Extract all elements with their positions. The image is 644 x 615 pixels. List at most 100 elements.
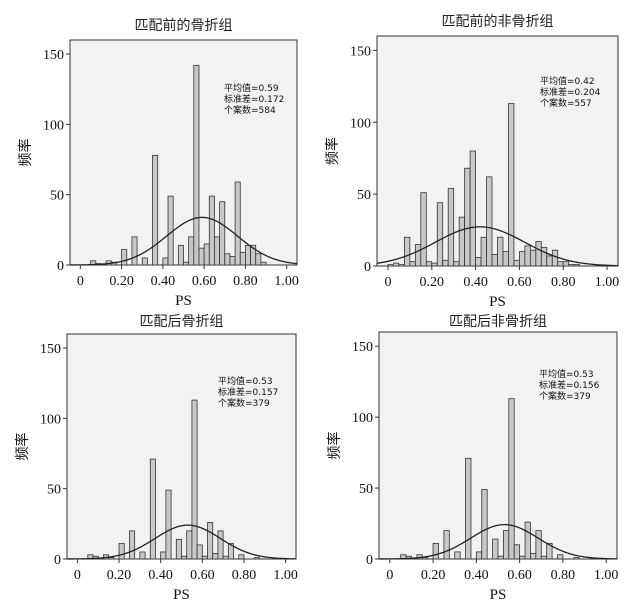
histogram-bar [503, 530, 510, 560]
histogram-bar [183, 261, 190, 266]
stat-line: 标准差=0.204 [540, 86, 601, 98]
histogram-bar [475, 551, 483, 560]
histogram-bar [443, 530, 450, 560]
x-tick-label: 0.80 [233, 274, 258, 289]
histogram-bar [436, 202, 444, 267]
x-tick-label: 0.40 [463, 275, 488, 290]
panel-before-fracture: 0 0.20 0.40 0.60 0.80 1.00 0 50 100 150 匹配前的骨折组 PS 频… [17, 17, 299, 309]
histogram-bar [398, 264, 405, 267]
y-tick-label: 50 [357, 188, 371, 203]
x-tick-label: 0 [384, 275, 391, 290]
histogram-bar [152, 154, 159, 266]
y-tick-label: 150 [350, 44, 371, 59]
histogram-bar [551, 249, 559, 267]
histogram-bar [214, 236, 221, 266]
histogram-bar [181, 555, 188, 560]
y-tick-label: 0 [54, 553, 61, 568]
y-tick-label: 50 [359, 482, 373, 497]
x-tick-label: 0.80 [551, 275, 576, 290]
plot-area [66, 333, 297, 560]
normal-curve [378, 523, 618, 560]
histogram-bar [167, 195, 174, 266]
x-axis-label: PS [175, 293, 192, 309]
x-axis-label: PS [489, 294, 506, 310]
x-tick-label: 1.00 [274, 274, 299, 289]
x-tick-label: 0.20 [109, 274, 134, 289]
histogram-bar [573, 557, 580, 560]
histogram-bar [508, 103, 515, 267]
histogram-bar [217, 530, 224, 560]
histogram-bar [557, 261, 564, 267]
histogram-bar [403, 236, 411, 267]
histogram-bar [129, 530, 136, 560]
histogram-bar [198, 247, 205, 266]
histogram-bar [458, 216, 466, 267]
stat-line: 平均值=0.53 [218, 375, 273, 387]
stat-line: 个案数=379 [218, 397, 270, 409]
normal-curve [376, 226, 619, 267]
histogram-bar [475, 256, 482, 267]
histogram-bar [160, 551, 167, 560]
histogram-bar [513, 544, 521, 560]
histogram-bar [486, 176, 493, 267]
y-tick-label: 100 [40, 412, 61, 427]
histogram-bar [191, 399, 198, 560]
histogram-bar [513, 259, 520, 267]
plot-area [378, 331, 618, 560]
histogram-bar [208, 195, 215, 266]
stat-line: 标准差=0.156 [539, 379, 600, 391]
histogram-bar [165, 489, 172, 560]
histogram-bar [196, 544, 203, 560]
x-tick-label: 0.80 [232, 568, 257, 583]
y-tick-label: 150 [40, 342, 61, 357]
histogram-bar [568, 264, 575, 267]
stat-line: 标准差=0.157 [218, 386, 278, 398]
histogram-bar [409, 261, 416, 267]
histogram-bar [234, 181, 241, 266]
histogram-bar [186, 530, 193, 560]
x-tick-label: 0.20 [421, 568, 446, 583]
histogram-bar [502, 251, 509, 267]
histogram-bar [557, 554, 564, 560]
histogram-bar [222, 555, 229, 560]
histogram-bar [238, 554, 245, 560]
x-axis-label: PS [173, 587, 190, 603]
y-tick-label: 0 [57, 259, 64, 274]
histogram-bar [480, 236, 487, 267]
histogram-bar [535, 241, 542, 267]
y-axis-label: 频率 [17, 139, 34, 167]
histogram-bar [442, 259, 449, 267]
histogram-bar [118, 543, 125, 560]
y-axis-label: 频率 [324, 137, 341, 165]
histogram-bar [464, 167, 471, 267]
x-tick-label: 0.60 [192, 274, 217, 289]
y-tick-label: 0 [364, 260, 371, 275]
histogram-bar [529, 249, 537, 267]
x-tick-label: 0 [386, 568, 393, 583]
histogram-bar [546, 255, 553, 267]
histogram-bar [245, 244, 251, 266]
x-tick-label: 0.80 [551, 568, 576, 583]
histogram-bar [524, 521, 531, 560]
histogram-bar [421, 557, 429, 560]
x-tick-label: 0.60 [190, 568, 215, 583]
normal-curve [67, 524, 297, 560]
x-tick-label: 1.00 [273, 568, 298, 583]
stat-line: 个案数=379 [539, 390, 591, 402]
histogram-bar [420, 192, 427, 267]
x-tick-label: 0.20 [107, 568, 132, 583]
y-tick-label: 100 [43, 118, 64, 133]
plot-area [376, 35, 619, 267]
histogram-bar [131, 236, 138, 266]
y-axis-label: 频率 [14, 433, 31, 461]
stat-line: 平均值=0.53 [539, 368, 594, 380]
histogram-bar [141, 257, 148, 266]
histogram-bar [573, 264, 581, 267]
histogram-bar [469, 150, 476, 267]
histogram-bar [108, 557, 115, 560]
x-axis-label: PS [490, 587, 507, 603]
y-tick-label: 50 [50, 189, 64, 204]
histogram-bar [162, 257, 169, 266]
histogram-bar [540, 246, 548, 267]
